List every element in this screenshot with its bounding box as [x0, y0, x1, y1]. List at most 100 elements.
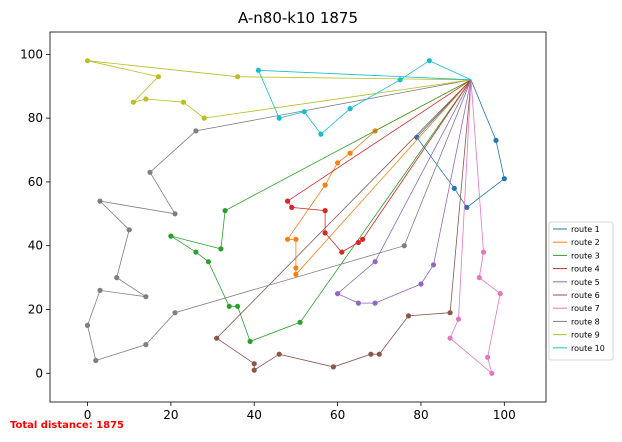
route-3-series	[168, 79, 472, 344]
x-tick-label: 60	[330, 408, 345, 422]
route-8-point	[172, 310, 178, 316]
route-1-point	[501, 176, 507, 182]
y-tick-label: 20	[28, 303, 43, 317]
route-7-point	[497, 291, 503, 297]
legend-entry: route 8	[571, 317, 600, 326]
route-1-point	[414, 134, 420, 140]
route-4-point	[289, 204, 295, 210]
route-10-point	[397, 77, 403, 83]
route-10-point	[347, 106, 353, 112]
route-8-point	[84, 322, 91, 328]
y-tick-label: 80	[28, 111, 43, 125]
y-tick-label: 0	[35, 366, 43, 380]
x-tick-label: 20	[163, 408, 178, 422]
route-8-point	[193, 128, 199, 134]
route-9-point	[180, 99, 186, 105]
route-2-series	[285, 79, 472, 277]
legend-entry: route 9	[571, 331, 600, 340]
route-2-point	[335, 160, 341, 166]
route-5-point	[430, 262, 437, 268]
route-7-point	[489, 370, 495, 376]
route-8-point	[401, 243, 407, 249]
legend-entry: route 3	[571, 251, 600, 260]
route-10-point	[301, 109, 307, 115]
y-tick-label: 100	[20, 47, 43, 61]
legend-entry: route 10	[571, 344, 605, 353]
route-9-point	[84, 58, 91, 64]
route-2-line	[286, 79, 472, 276]
route-8-series	[84, 79, 472, 364]
route-10-point	[276, 115, 282, 121]
route-8-point	[143, 342, 149, 348]
route-6-point	[251, 367, 257, 373]
legend-entry: route 5	[571, 278, 600, 287]
route-9-series	[84, 58, 472, 121]
route-2-point	[293, 236, 299, 242]
route-3-point	[235, 303, 241, 309]
route-1-point	[451, 185, 457, 191]
route-5-series	[335, 79, 472, 306]
route-5-point	[355, 300, 361, 306]
axes: 0 20 40 60 80 100 0 20 40 60 80 100	[20, 31, 547, 422]
route-3-point	[222, 208, 228, 214]
route-3-point	[297, 319, 303, 325]
route-9-point	[143, 96, 149, 102]
legend-entry: route 1	[571, 225, 600, 234]
x-tick-label: 0	[84, 408, 92, 422]
route-1-point	[464, 204, 470, 210]
route-9-point	[201, 115, 207, 121]
route-3-point	[226, 303, 232, 309]
route-1-point	[493, 137, 499, 143]
route-8-point	[143, 294, 149, 300]
route-10-series	[255, 58, 472, 137]
plot-frame	[49, 31, 547, 403]
route-4-point	[339, 249, 345, 255]
x-tick-label: 100	[493, 408, 516, 422]
route-8-point	[172, 211, 178, 217]
route-10-point	[426, 58, 432, 64]
route-4-point	[360, 236, 366, 242]
route-5-point	[372, 300, 378, 306]
route-9-point	[155, 74, 161, 80]
route-5-point	[335, 291, 341, 297]
route-2-point	[293, 265, 299, 271]
route-6-line	[216, 79, 472, 371]
y-tick-label: 40	[28, 239, 43, 253]
route-7-point	[447, 335, 453, 341]
legend-box	[548, 221, 614, 361]
route-8-point	[147, 169, 153, 175]
route-5-point	[372, 259, 378, 265]
plot-area	[84, 58, 507, 376]
route-2-point	[322, 182, 328, 188]
legend-entry: route 4	[571, 265, 600, 274]
route-4-series	[285, 79, 472, 255]
route-3-point	[247, 338, 253, 344]
route-5-line	[336, 79, 472, 304]
route-8-point	[93, 357, 99, 364]
route-6-point	[376, 351, 382, 357]
route-2-point	[347, 150, 353, 156]
route-4-point	[355, 239, 361, 246]
y-tick-label: 60	[28, 175, 43, 189]
total-distance-label: Total distance: 1875	[10, 420, 125, 431]
x-tick-label: 40	[247, 408, 262, 422]
route-6-point	[214, 335, 220, 341]
route-7-point	[455, 316, 462, 322]
route-3-point	[193, 249, 199, 255]
legend-entry: route 7	[571, 304, 600, 313]
route-8-point	[97, 198, 103, 204]
route-8-point	[97, 287, 103, 293]
route-7-point	[476, 275, 482, 281]
route-6-point	[368, 351, 374, 357]
route-6-point	[330, 364, 336, 370]
route-4-point	[322, 230, 328, 236]
route-3-point	[168, 233, 174, 239]
route-7-point	[480, 249, 487, 255]
route-8-point	[114, 275, 120, 281]
route-6-series	[214, 79, 472, 373]
route-2-point	[293, 271, 299, 277]
route-2-point	[285, 236, 291, 242]
route-5-point	[418, 281, 424, 287]
route-8-point	[126, 227, 132, 233]
